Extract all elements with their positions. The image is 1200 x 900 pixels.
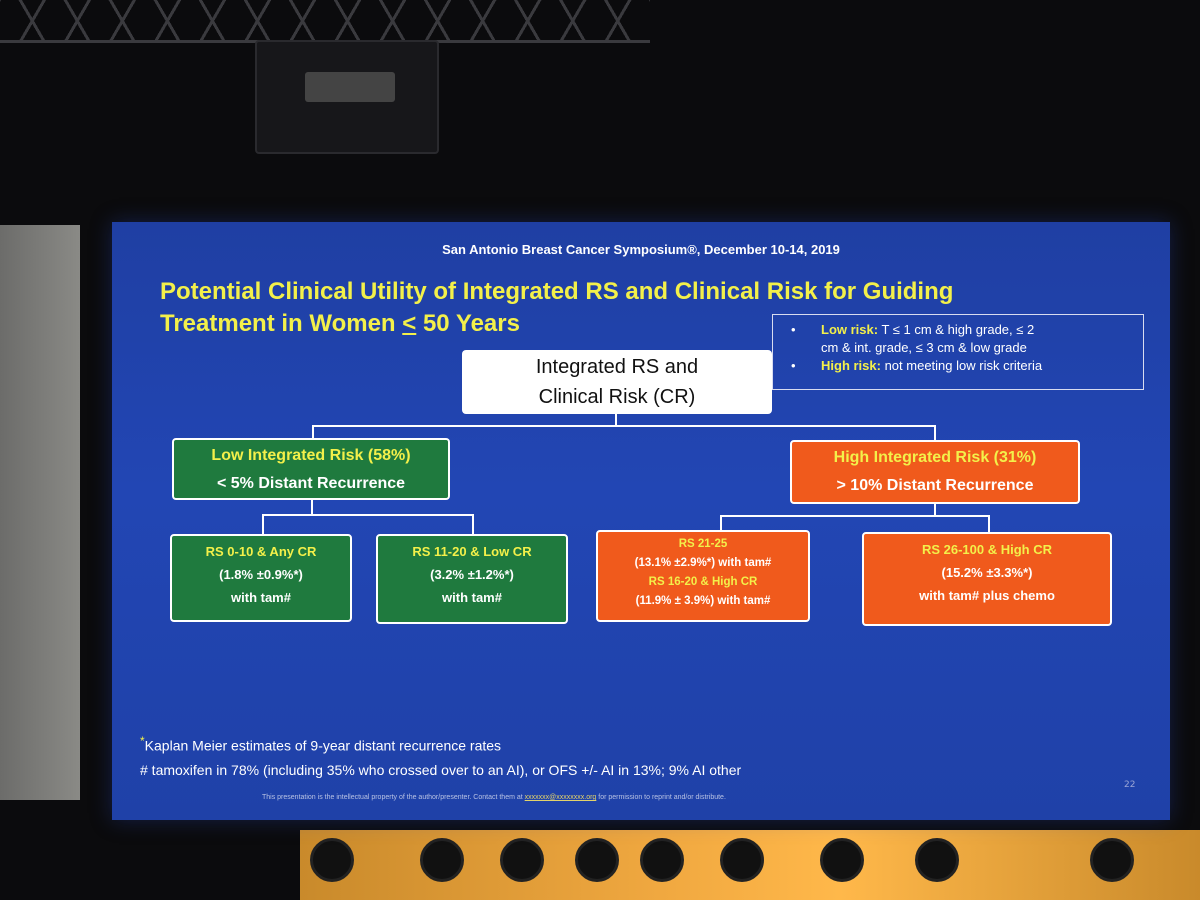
rs-26-100-treatment: with tam# plus chemo (919, 588, 1055, 603)
stage-lamp (915, 838, 959, 882)
side-screen (0, 225, 80, 800)
connector (312, 425, 314, 439)
connector (720, 515, 990, 517)
title-line-2: Treatment in Women < 50 Years (160, 308, 1120, 340)
rs-21-25-label: RS 21-25 (678, 538, 728, 550)
connector (262, 514, 264, 536)
low-risk-criteria-cont: cm & int. grade, ≤ 3 cm & low grade (781, 339, 1135, 357)
rs-11-20-label: RS 11-20 & Low CR (412, 544, 532, 559)
low-risk-label: Low risk: (821, 322, 879, 337)
stage-lamp (500, 838, 544, 882)
low-risk-criteria: • Low risk: T ≤ 1 cm & high grade, ≤ 2 (781, 321, 1135, 339)
low-risk-subtitle: < 5% Distant Recurrence (216, 475, 406, 492)
rs-11-20-treatment: with tam# (442, 590, 502, 605)
slide-header: San Antonio Breast Cancer Symposium®, De… (442, 242, 840, 257)
stage-lamp (640, 838, 684, 882)
connector (312, 425, 936, 427)
footnote-km-text: Kaplan Meier estimates of 9-year distant… (144, 737, 502, 754)
connector (934, 504, 936, 516)
ip-text-a: This presentation is the intellectual pr… (262, 794, 525, 801)
rs-26-100-rate: (15.2% ±3.3%*) (941, 565, 1033, 580)
root-line-1: Integrated RS and (535, 356, 699, 378)
less-equal-symbol: < (402, 310, 417, 337)
low-risk-text-2: cm & int. grade, ≤ 3 cm & low grade (821, 340, 1027, 355)
stage-lamp (1090, 838, 1134, 882)
connector (472, 514, 474, 536)
connector (934, 425, 936, 441)
footnote-tamoxifen: # tamoxifen in 78% (including 35% who cr… (140, 762, 742, 778)
ip-email-link[interactable]: xxxxxxx@xxxxxxxx.org (524, 794, 597, 801)
stage-lamp (420, 838, 464, 882)
rs-0-10-node: RS 0-10 & Any CR (1.8% ±0.9%*) with tam# (170, 534, 352, 622)
connector (720, 515, 722, 533)
footnote-km: *Kaplan Meier estimates of 9-year distan… (140, 734, 501, 754)
high-risk-label: High risk: (821, 358, 881, 373)
low-risk-node: Low Integrated Risk (58%) < 5% Distant R… (172, 438, 450, 500)
rs-0-10-label: RS 0-10 & Any CR (205, 544, 317, 559)
presentation-slide: San Antonio Breast Cancer Symposium®, De… (112, 222, 1170, 820)
rs-16-20-rate: (11.9% ± 3.9%) with tam# (635, 595, 771, 607)
stage-lamp (575, 838, 619, 882)
rs-11-20-node: RS 11-20 & Low CR (3.2% ±1.2%*) with tam… (376, 534, 568, 624)
stage-lamp (310, 838, 354, 882)
rs-0-10-treatment: with tam# (231, 590, 291, 605)
rs-0-10-rate: (1.8% ±0.9%*) (219, 567, 303, 582)
rs-26-100-node: RS 26-100 & High CR (15.2% ±3.3%*) with … (862, 532, 1112, 626)
rs-21-25-node: RS 21-25 (13.1% ±2.9%*) with tam# RS 16-… (596, 530, 810, 622)
rs-21-25-rate: (13.1% ±2.9%*) with tam# (634, 557, 772, 569)
ip-notice: This presentation is the intellectual pr… (262, 794, 726, 801)
rs-16-20-label: RS 16-20 & High CR (648, 576, 758, 588)
high-risk-criteria: • High risk: not meeting low risk criter… (781, 357, 1135, 375)
title-line-1: Potential Clinical Utility of Integrated… (160, 278, 954, 305)
stage-lamp (820, 838, 864, 882)
low-risk-title: Low Integrated Risk (58%) (211, 447, 411, 464)
title-text-a: Treatment in Women (160, 310, 403, 337)
connector (615, 414, 617, 426)
stage-truss (0, 0, 650, 43)
slide-title: Potential Clinical Utility of Integrated… (160, 276, 1120, 340)
high-risk-text: not meeting low risk criteria (880, 358, 1043, 373)
high-risk-subtitle: > 10% Distant Recurrence (836, 477, 1034, 494)
root-node: Integrated RS and Clinical Risk (CR) (462, 350, 772, 414)
stage-lamp (720, 838, 764, 882)
low-risk-text-1: T ≤ 1 cm & high grade, ≤ 2 (878, 322, 1035, 337)
bullet-icon: • (791, 358, 796, 373)
connector (988, 515, 990, 533)
connector (311, 500, 313, 515)
title-text-b: 50 Years (416, 310, 520, 337)
root-line-2: Clinical Risk (CR) (538, 386, 696, 408)
footnote-star: * (140, 734, 145, 748)
high-risk-title: High Integrated Risk (31%) (833, 449, 1037, 466)
ip-text-b: for permission to reprint and/or distrib… (596, 794, 726, 801)
rs-11-20-rate: (3.2% ±1.2%*) (430, 567, 514, 582)
page-number: 22 (1124, 780, 1136, 790)
fixture-lens (305, 72, 395, 102)
bullet-icon: • (791, 322, 796, 337)
risk-criteria-box: • Low risk: T ≤ 1 cm & high grade, ≤ 2 c… (772, 314, 1144, 390)
high-risk-node: High Integrated Risk (31%) > 10% Distant… (790, 440, 1080, 504)
connector (262, 514, 474, 516)
rs-26-100-label: RS 26-100 & High CR (921, 542, 1053, 557)
